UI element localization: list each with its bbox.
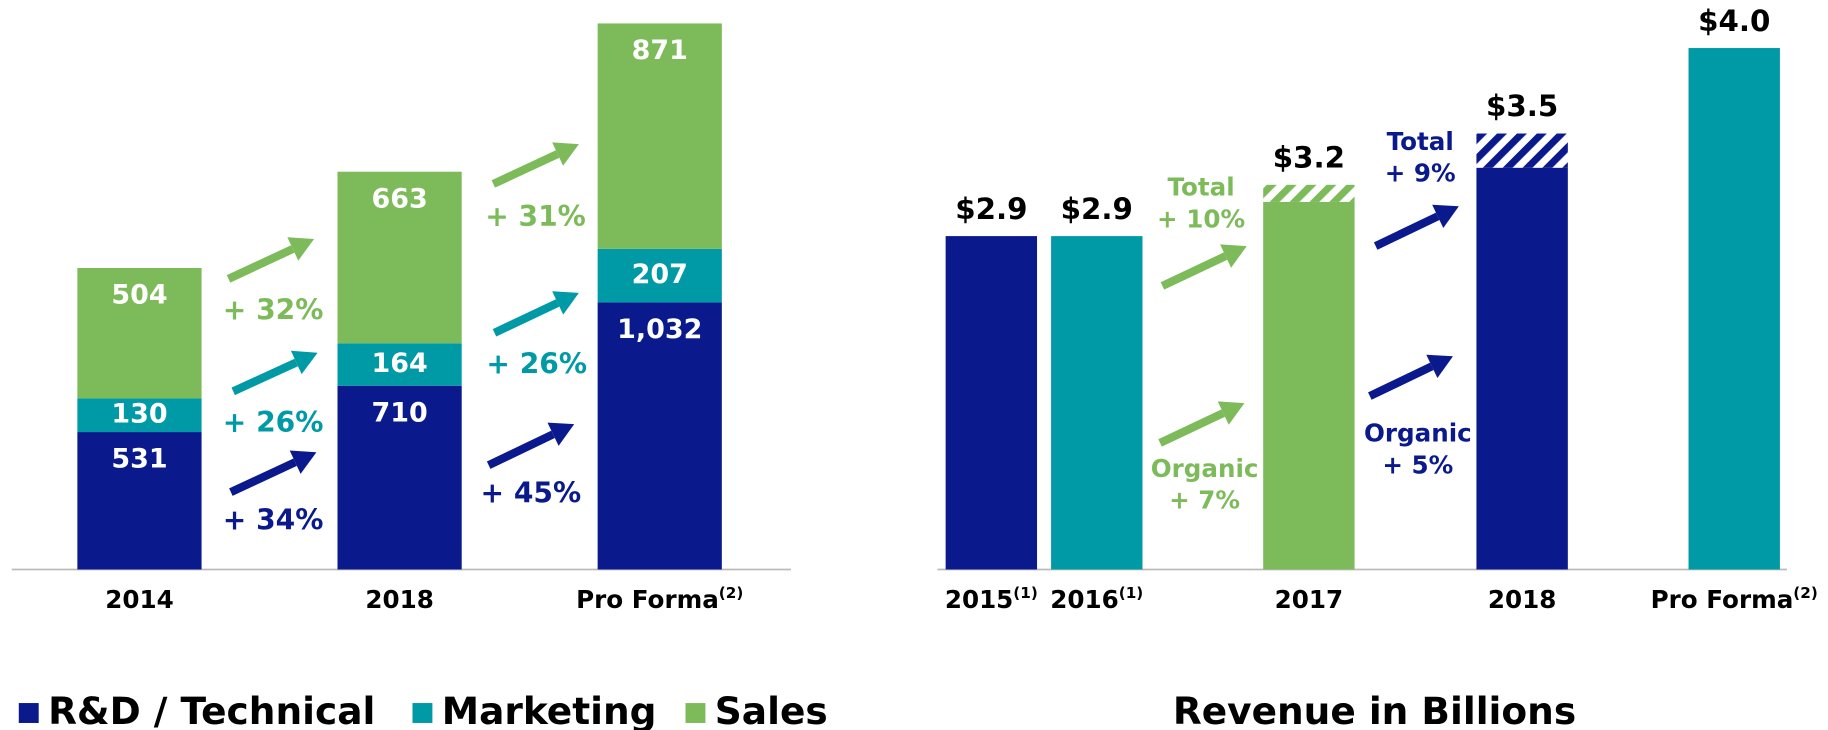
growth-label: + 45% [481, 476, 582, 509]
legend-swatch [412, 703, 433, 723]
arrow-shaft [1158, 409, 1225, 447]
x-tick-label: Pro Forma(2) [576, 583, 743, 614]
bar-segment [597, 302, 722, 570]
bar-segment [597, 23, 722, 249]
category-note: (2) [1793, 583, 1818, 601]
category: 2016 [1050, 585, 1118, 614]
growth-label: + 31% [485, 200, 586, 233]
growth-label: + 26% [486, 348, 587, 381]
data-label: 164 [371, 348, 427, 379]
legend-label: R&D / Technical [48, 689, 375, 730]
bar-inorganic [1476, 133, 1568, 168]
growth-label: + 34% [223, 503, 324, 536]
category-note: (2) [719, 583, 744, 601]
bar-segment [77, 432, 202, 570]
data-label: $3.2 [1273, 141, 1345, 175]
category-note: (1) [1119, 583, 1144, 601]
annotation-label: Total [1167, 173, 1234, 202]
arrow-shaft [226, 245, 295, 283]
bar-organic [1263, 201, 1355, 570]
bar-segment [77, 398, 202, 433]
arrow-shaft [1160, 252, 1228, 290]
data-label: 531 [111, 444, 167, 475]
data-label: 504 [111, 280, 167, 311]
category-note: (1) [1013, 583, 1038, 601]
category: 2017 [1275, 585, 1343, 614]
x-tick-label: 2016(1) [1050, 583, 1143, 614]
data-label: 663 [371, 183, 427, 214]
bar [1051, 236, 1143, 570]
arrow-head [1426, 354, 1454, 378]
bar-segment [597, 248, 722, 303]
legend-swatch [685, 703, 706, 723]
x-tick-label: 2018 [1488, 585, 1556, 614]
arrow-head [552, 291, 579, 315]
data-label: $2.9 [955, 192, 1027, 226]
data-label: $2.9 [1061, 192, 1133, 226]
bar-segment [77, 267, 202, 399]
arrow-shaft [486, 430, 555, 469]
bar-segment [337, 343, 462, 386]
bar [1688, 48, 1780, 570]
category: 2015 [945, 585, 1013, 614]
data-label: 207 [632, 259, 688, 290]
legend-label: Sales [715, 689, 828, 730]
data-label: 130 [111, 399, 167, 430]
arrow-head [1432, 204, 1459, 228]
annotation-value: + 9% [1385, 159, 1456, 188]
data-label: $3.5 [1486, 89, 1558, 123]
data-label: 871 [632, 35, 688, 66]
bar [945, 236, 1038, 570]
annotation-value: + 10% [1157, 204, 1245, 233]
bar-organic [1476, 167, 1568, 570]
arrow-head [1217, 401, 1245, 425]
arrow-shaft [491, 150, 560, 188]
annotation-label: Organic [1364, 419, 1472, 448]
data-label: 710 [371, 397, 427, 428]
annotation-value: + 7% [1169, 486, 1240, 515]
chart-title: Revenue in Billions [1173, 689, 1576, 730]
legend-swatch [18, 703, 39, 723]
legend-label: Marketing [442, 689, 657, 730]
growth-label: + 26% [223, 406, 324, 439]
arrow-head [1220, 244, 1247, 268]
category: 2018 [365, 585, 433, 614]
x-tick-label: 2015(1) [945, 583, 1038, 614]
arrow-shaft [492, 299, 560, 337]
arrow-shaft [1368, 362, 1434, 400]
arrow-shaft [229, 458, 297, 496]
data-label: $4.0 [1698, 4, 1770, 38]
growth-label: + 32% [223, 294, 324, 327]
arrow-shaft [231, 358, 298, 396]
bar-segment [337, 385, 462, 570]
annotation-value: + 5% [1382, 450, 1453, 479]
x-tick-label: Pro Forma(2) [1651, 583, 1818, 614]
arrow-head [552, 142, 579, 166]
annotation-label: Total [1387, 127, 1454, 156]
arrow-head [547, 422, 575, 446]
bar-segment [337, 171, 462, 344]
category: Pro Forma [576, 585, 719, 614]
arrow-shaft [1373, 212, 1440, 250]
annotation-label: Organic [1151, 454, 1259, 483]
x-tick-label: 2018 [365, 585, 433, 614]
bar-inorganic [1263, 184, 1355, 202]
arrow-head [289, 450, 317, 474]
category: Pro Forma [1651, 585, 1794, 614]
category: 2018 [1488, 585, 1556, 614]
x-tick-label: 2017 [1275, 585, 1343, 614]
arrow-head [290, 350, 318, 375]
category: 2014 [105, 585, 173, 614]
x-tick-label: 2014 [105, 585, 173, 614]
arrow-head [287, 237, 315, 261]
data-label: 1,032 [617, 314, 702, 345]
